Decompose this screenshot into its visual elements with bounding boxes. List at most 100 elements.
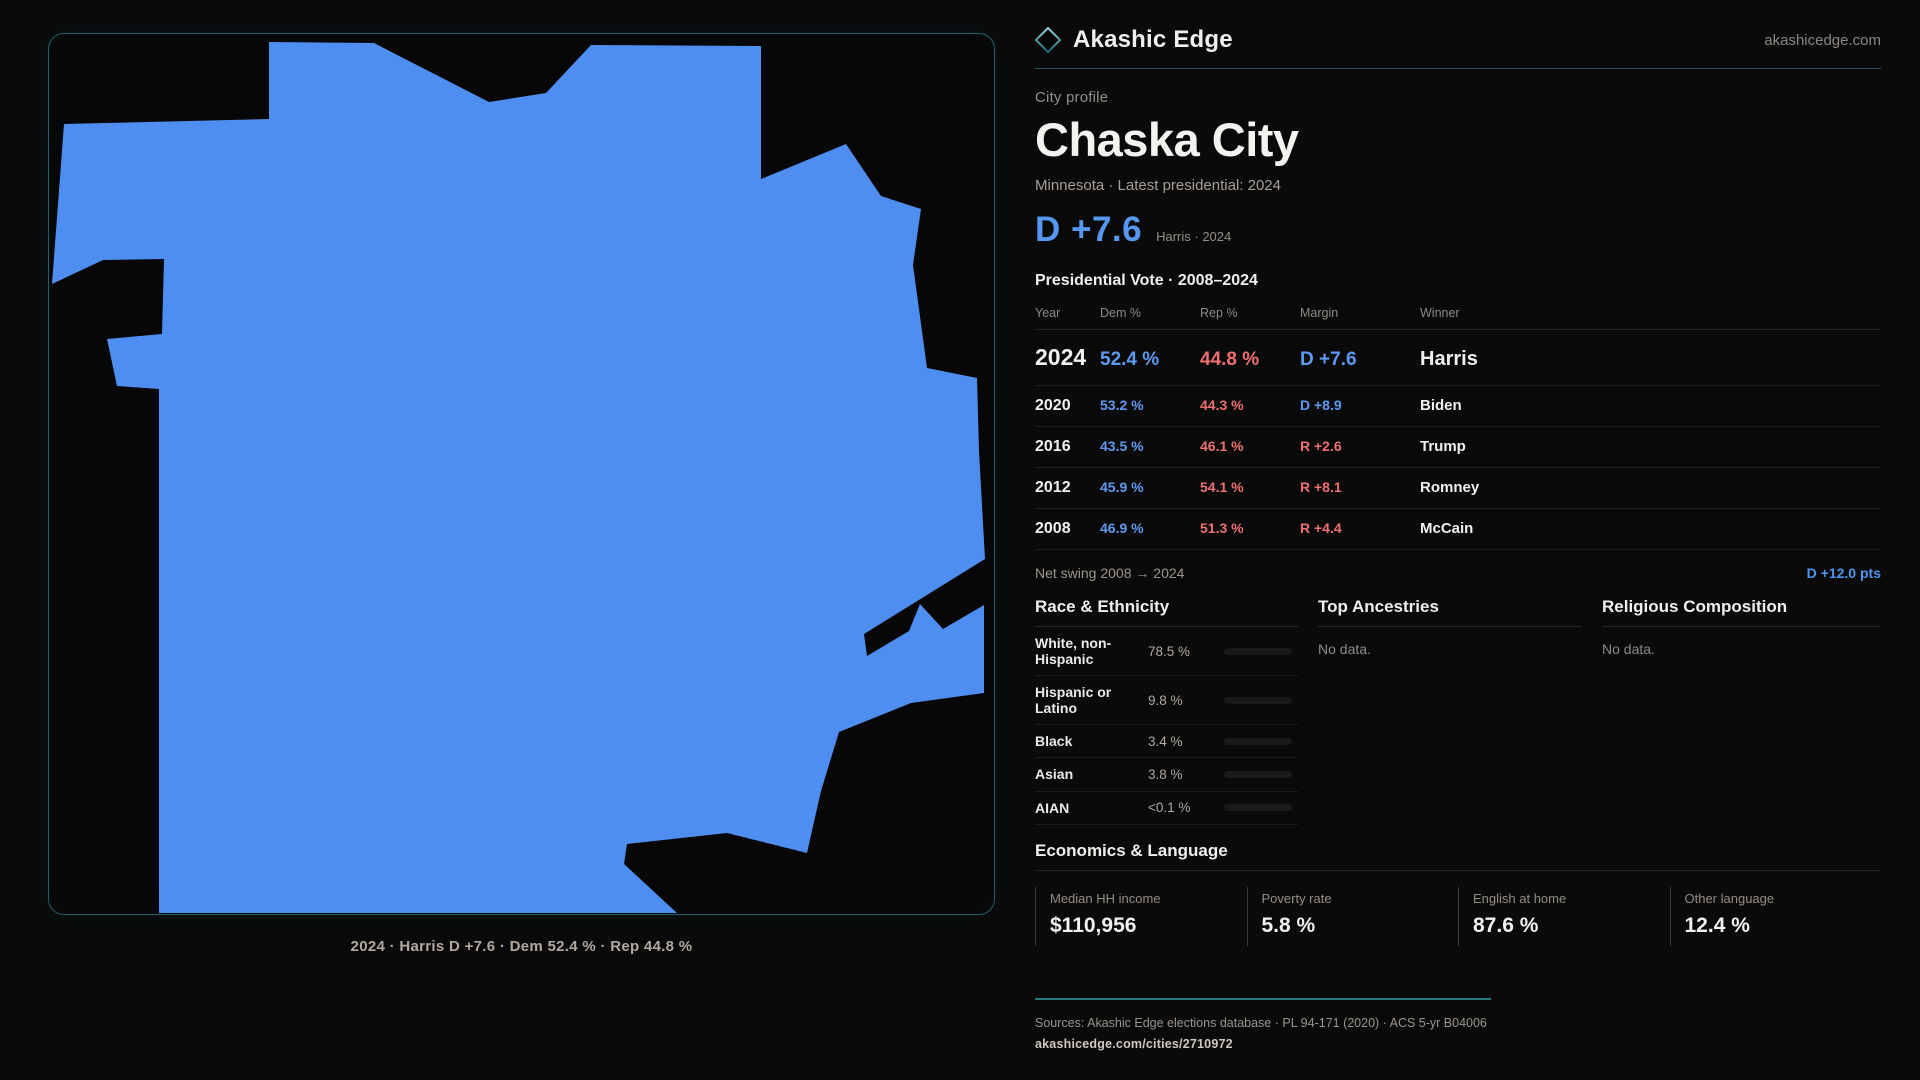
row-rep: 46.1 %	[1200, 438, 1244, 454]
ancestries-section-title: Top Ancestries	[1318, 597, 1582, 627]
row-rep: 54.1 %	[1200, 479, 1244, 495]
ancestries-empty-state: No data.	[1318, 641, 1371, 657]
economics-section-title: Economics & Language	[1035, 841, 1881, 871]
row-margin: D +8.9	[1300, 397, 1342, 413]
race-row: AIAN <0.1 %	[1035, 792, 1298, 825]
economics-section: Economics & Language Median HH income $1…	[1035, 841, 1881, 946]
row-year: 2016	[1035, 438, 1071, 455]
net-swing-label: Net swing 2008 → 2024	[1035, 565, 1185, 581]
row-margin: R +2.6	[1300, 438, 1342, 454]
row-year: 2020	[1035, 397, 1071, 414]
ancestries-section: Top Ancestries No data.	[1318, 597, 1602, 825]
net-swing-value: D +12.0 pts	[1806, 565, 1881, 581]
race-bar	[1224, 647, 1292, 655]
city-map	[52, 42, 985, 913]
race-row: White, non-Hispanic 78.5 %	[1035, 627, 1298, 677]
race-row: Hispanic or Latino 9.8 %	[1035, 676, 1298, 726]
col-year: Year	[1035, 306, 1061, 320]
religion-empty-state: No data.	[1602, 641, 1655, 657]
vote-table-title: Presidential Vote · 2008–2024	[1035, 272, 1258, 289]
row-rep: 51.3 %	[1200, 520, 1244, 536]
race-label: Black	[1035, 733, 1073, 750]
subtitle: Minnesota · Latest presidential: 2024	[1035, 177, 1281, 194]
race-label: White, non-Hispanic	[1035, 635, 1112, 668]
col-rep: Rep %	[1200, 306, 1238, 320]
economics-stats: Median HH income $110,956 Poverty rate 5…	[1035, 886, 1882, 946]
col-dem: Dem %	[1100, 306, 1141, 320]
stat-english-at-home: English at home 87.6 %	[1458, 886, 1670, 946]
race-label: Hispanic or Latino	[1035, 684, 1112, 717]
race-row: Asian 3.8 %	[1035, 758, 1298, 792]
page-title: Chaska City	[1035, 113, 1299, 166]
race-value: 9.8 %	[1148, 692, 1183, 708]
stat-label: Median HH income	[1050, 890, 1161, 906]
table-row: 2020 53.2 % 44.3 % D +8.9 Biden	[1035, 386, 1881, 427]
row-year: 2008	[1035, 520, 1071, 537]
row-winner: McCain	[1420, 520, 1474, 537]
col-margin: Margin	[1300, 306, 1339, 320]
row-margin: D +7.6	[1300, 349, 1357, 370]
headline-margin-row: D +7.6 Harris · 2024	[1035, 210, 1881, 250]
demographics-columns: Race & Ethnicity White, non-Hispanic 78.…	[1035, 597, 1881, 825]
race-section-title: Race & Ethnicity	[1035, 597, 1298, 627]
headline-context: Harris · 2024	[1156, 229, 1232, 244]
religion-section-title: Religious Composition	[1602, 597, 1881, 627]
kicker: City profile	[1035, 89, 1109, 106]
vote-table: Year Dem % Rep % Margin Winner 2024 52.4…	[1035, 300, 1881, 550]
table-row: 2016 43.5 % 46.1 % R +2.6 Trump	[1035, 427, 1881, 468]
row-rep: 44.3 %	[1200, 397, 1244, 413]
stat-value: 5.8 %	[1261, 913, 1316, 937]
footer-divider	[1035, 997, 1491, 1000]
vote-table-header: Year Dem % Rep % Margin Winner	[1035, 300, 1881, 330]
race-label: AIAN	[1035, 799, 1070, 816]
row-winner: Biden	[1420, 397, 1462, 414]
map-caption: 2024 · Harris D +7.6 · Dem 52.4 % · Rep …	[350, 938, 693, 955]
footer: Sources: Akashic Edge elections database…	[1035, 997, 1881, 1051]
race-ethnicity-section: Race & Ethnicity White, non-Hispanic 78.…	[1035, 597, 1318, 825]
city-map-panel	[48, 33, 995, 915]
religion-section: Religious Composition No data.	[1602, 597, 1881, 825]
race-value: 78.5 %	[1148, 643, 1191, 659]
stat-value: $110,956	[1050, 913, 1137, 937]
race-value: 3.8 %	[1148, 767, 1183, 783]
race-value: <0.1 %	[1148, 800, 1191, 816]
stat-value: 87.6 %	[1473, 913, 1539, 937]
race-row: Black 3.4 %	[1035, 725, 1298, 759]
header: Akashic Edge akashicedge.com	[1035, 26, 1881, 69]
footer-sources: Sources: Akashic Edge elections database…	[1035, 1015, 1487, 1030]
table-row: 2024 52.4 % 44.8 % D +7.6 Harris	[1035, 330, 1881, 386]
race-bar	[1224, 771, 1292, 779]
stat-value: 12.4 %	[1684, 913, 1750, 937]
profile-panel: Akashic Edge akashicedge.com City profil…	[1035, 26, 1881, 1051]
stat-label: Other language	[1684, 890, 1775, 906]
brand-domain-link[interactable]: akashicedge.com	[1764, 31, 1881, 49]
row-year: 2012	[1035, 479, 1071, 496]
stat-median-income: Median HH income $110,956	[1035, 886, 1247, 946]
row-winner: Harris	[1420, 348, 1478, 370]
row-winner: Trump	[1420, 438, 1466, 455]
stat-label: Poverty rate	[1261, 890, 1332, 906]
footer-permalink[interactable]: akashicedge.com/cities/2710972	[1035, 1036, 1233, 1051]
row-dem: 46.9 %	[1100, 520, 1144, 536]
brand-name: Akashic Edge	[1073, 26, 1233, 53]
net-swing-row: Net swing 2008 → 2024 D +12.0 pts	[1035, 552, 1881, 581]
race-bar	[1224, 696, 1292, 704]
stat-poverty-rate: Poverty rate 5.8 %	[1246, 886, 1459, 946]
table-row: 2008 46.9 % 51.3 % R +4.4 McCain	[1035, 509, 1881, 550]
row-rep: 44.8 %	[1200, 349, 1260, 370]
stat-other-language: Other language 12.4 %	[1669, 886, 1882, 946]
race-value: 3.4 %	[1148, 733, 1183, 749]
table-row: 2012 45.9 % 54.1 % R +8.1 Romney	[1035, 468, 1881, 509]
diamond-logo-icon	[1035, 27, 1061, 53]
row-dem: 45.9 %	[1100, 479, 1144, 495]
row-margin: R +8.1	[1300, 479, 1342, 495]
col-winner: Winner	[1420, 306, 1460, 320]
row-dem: 43.5 %	[1100, 438, 1144, 454]
race-bar	[1224, 804, 1292, 812]
stat-label: English at home	[1473, 890, 1567, 906]
city-boundary-shape	[52, 42, 985, 913]
row-margin: R +4.4	[1300, 520, 1342, 536]
row-winner: Romney	[1420, 479, 1480, 496]
row-dem: 53.2 %	[1100, 397, 1144, 413]
